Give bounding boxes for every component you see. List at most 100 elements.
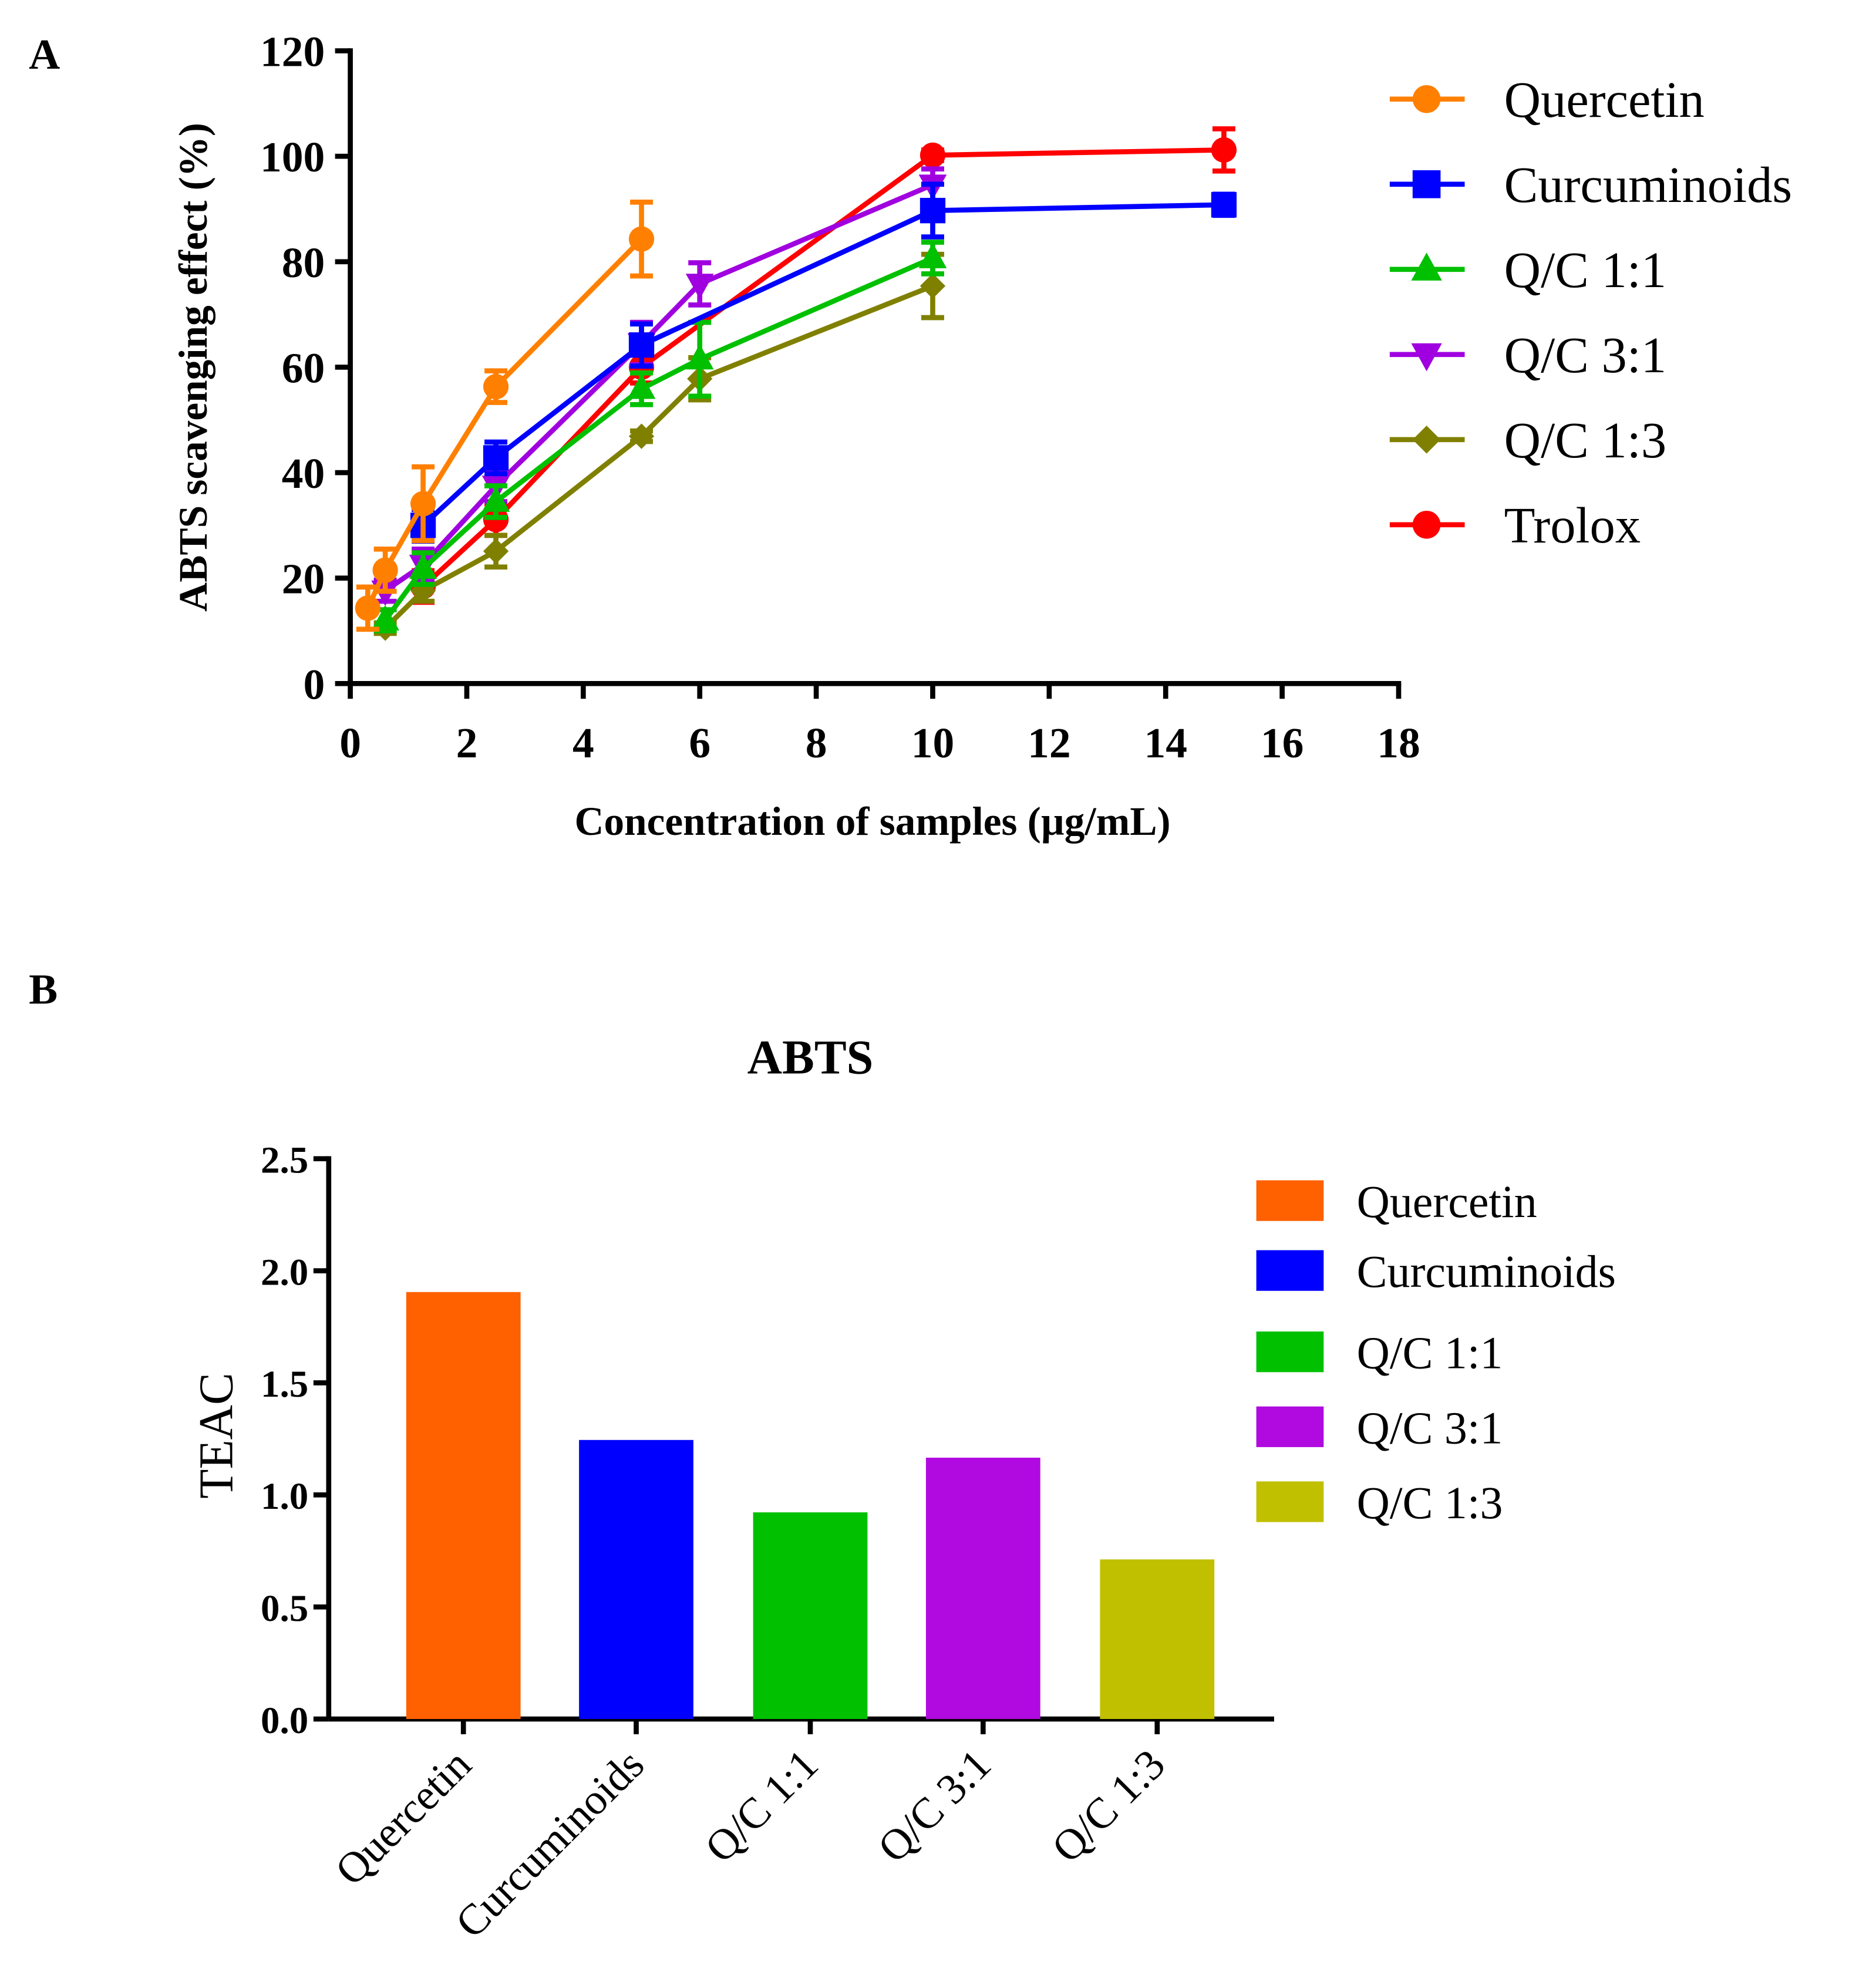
- series-quercetin: [355, 199, 655, 632]
- y-tick-label-b: 1.5: [261, 1363, 308, 1405]
- marker-diamond: [920, 273, 946, 299]
- marker-triangle-up: [685, 343, 714, 370]
- legend-label: Curcuminoids: [1357, 1246, 1616, 1297]
- legend-item-b: Curcuminoids: [1256, 1246, 1616, 1297]
- legend-item-a: Q/C 1:1: [1389, 242, 1667, 298]
- legend-item-a: Q/C 1:3: [1389, 412, 1667, 468]
- x-tick-label-a: 6: [689, 719, 710, 767]
- legend-label: Q/C 1:1: [1504, 242, 1667, 298]
- marker-triangle-up: [918, 242, 947, 268]
- x-tick-label-b: Q/C 3:1: [868, 1740, 1000, 1872]
- chart-title-b: ABTS: [747, 1031, 874, 1084]
- y-tick-label-a: 80: [282, 238, 325, 286]
- legend-swatch: [1256, 1406, 1324, 1447]
- x-tick-label-a: 12: [1028, 719, 1071, 767]
- legend-swatch: [1256, 1180, 1324, 1221]
- x-tick-label-a: 8: [806, 719, 827, 767]
- bar: [753, 1512, 868, 1720]
- y-tick-label-a: 100: [260, 133, 325, 181]
- y-tick-label-b: 0.5: [261, 1587, 308, 1630]
- panel-label-b: B: [29, 965, 58, 1013]
- marker-circle: [372, 557, 398, 583]
- legend-item-b: Q/C 3:1: [1256, 1403, 1503, 1453]
- legend-item-b: Quercetin: [1256, 1177, 1537, 1227]
- series-q-c-3-1: [371, 166, 947, 606]
- legend-item-b: Q/C 1:1: [1256, 1328, 1503, 1378]
- legend-label: Q/C 1:1: [1357, 1328, 1503, 1378]
- marker-circle: [355, 595, 380, 621]
- marker-circle: [410, 491, 436, 517]
- legend-label: Curcuminoids: [1504, 157, 1792, 213]
- marker-circle: [1211, 137, 1237, 163]
- series-line: [421, 202, 1224, 528]
- legend-item-a: Curcuminoids: [1389, 157, 1792, 213]
- y-tick-label-a: 40: [282, 449, 325, 497]
- legend-item-a: Q/C 3:1: [1389, 327, 1667, 383]
- chart-a: Concentration of samples (µg/mL) ABTS sc…: [170, 28, 1792, 844]
- marker-circle: [1412, 510, 1441, 539]
- bar: [1100, 1559, 1215, 1720]
- marker-triangle-up: [627, 373, 656, 399]
- y-axis-label-b: TEAC: [189, 1373, 243, 1499]
- marker-triangle-down: [685, 274, 714, 299]
- series-trolox: [410, 126, 1237, 605]
- legend-label: Q/C 1:3: [1504, 412, 1667, 468]
- y-tick-label-b: 2.0: [261, 1251, 308, 1293]
- y-tick-label-b: 1.0: [261, 1475, 308, 1518]
- bar: [925, 1457, 1040, 1720]
- legend-swatch: [1256, 1481, 1324, 1522]
- marker-circle: [483, 374, 509, 400]
- chart-b: ABTS TEAC 0.0 0.5 1.0 1.5 2.0 2.5 Quercetin Que…: [189, 1031, 1616, 1947]
- x-tick-label-a: 2: [456, 719, 478, 767]
- legend-swatch: [1256, 1250, 1324, 1291]
- bar: [406, 1292, 521, 1720]
- marker-circle: [920, 142, 946, 168]
- y-tick-label-b: 0.0: [261, 1700, 308, 1742]
- y-tick-label-a: 60: [282, 343, 325, 392]
- x-tick-label-a: 4: [572, 719, 594, 767]
- series-line: [421, 147, 1224, 589]
- bar: [579, 1440, 693, 1720]
- legend-item-a: Quercetin: [1389, 72, 1705, 128]
- marker-triangle-up: [481, 486, 510, 512]
- x-tick-label-a: 0: [339, 719, 361, 767]
- legend-swatch: [1256, 1331, 1324, 1373]
- legend-label: Trolox: [1504, 497, 1641, 554]
- marker-square: [1412, 170, 1441, 198]
- x-tick-label-a: 18: [1377, 719, 1420, 767]
- legend-label: Q/C 3:1: [1504, 327, 1667, 383]
- marker-triangle-up: [409, 553, 437, 579]
- legend-label: Quercetin: [1504, 72, 1705, 128]
- x-tick-label-a: 10: [911, 719, 955, 767]
- x-tick-label-a: 14: [1144, 719, 1187, 767]
- x-tick-label-a: 16: [1261, 719, 1304, 767]
- marker-diamond: [628, 423, 655, 449]
- legend-label: Q/C 3:1: [1357, 1403, 1503, 1453]
- legend-item-b: Q/C 1:3: [1256, 1478, 1503, 1528]
- y-tick-label-b: 2.5: [261, 1139, 308, 1181]
- marker-diamond: [483, 538, 509, 564]
- marker-square: [483, 445, 509, 471]
- legend-item-a: Trolox: [1389, 497, 1641, 554]
- series-q-c-1-1: [371, 240, 947, 633]
- x-tick-label-b: Q/C 1:3: [1042, 1740, 1174, 1872]
- marker-circle: [1412, 85, 1441, 113]
- x-tick-label-b: Q/C 1:1: [695, 1740, 827, 1872]
- legend-label: Q/C 1:3: [1357, 1478, 1503, 1528]
- y-tick-label-a: 20: [282, 555, 325, 603]
- x-axis-label-a: Concentration of samples (µg/mL): [575, 798, 1171, 844]
- marker-diamond: [1412, 425, 1441, 454]
- marker-triangle-down: [1411, 343, 1442, 372]
- y-tick-label-a: 120: [260, 28, 325, 76]
- marker-square: [920, 198, 946, 224]
- marker-triangle-up: [371, 605, 399, 631]
- x-tick-label-b: Quercetin: [326, 1740, 480, 1895]
- marker-triangle-up: [1411, 252, 1442, 281]
- marker-square: [1211, 192, 1237, 218]
- legend-label: Quercetin: [1357, 1177, 1537, 1227]
- y-tick-label-a: 0: [304, 660, 325, 708]
- marker-square: [628, 332, 655, 358]
- y-axis-label-a: ABTS scavenging effect (%): [170, 123, 215, 612]
- panel-label-a: A: [29, 30, 60, 78]
